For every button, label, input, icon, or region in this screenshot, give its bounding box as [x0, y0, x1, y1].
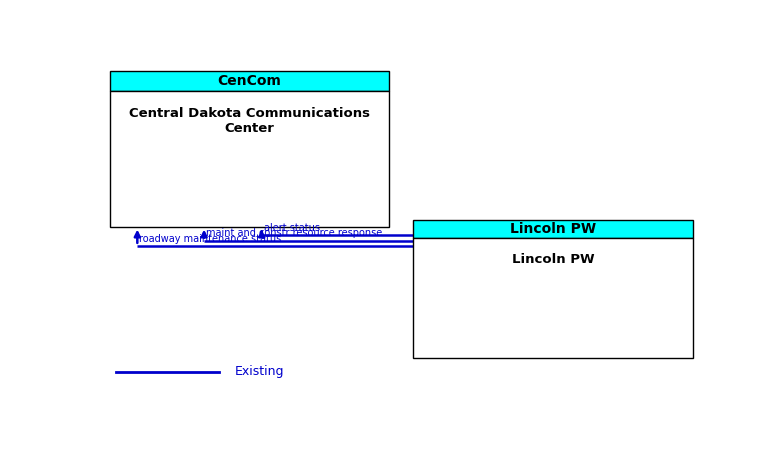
Text: alert status: alert status: [264, 223, 319, 233]
FancyBboxPatch shape: [413, 238, 693, 358]
FancyBboxPatch shape: [110, 71, 389, 92]
Text: Lincoln PW: Lincoln PW: [511, 253, 594, 266]
Text: Central Dakota Communications
Center: Central Dakota Communications Center: [129, 107, 370, 135]
Text: Lincoln PW: Lincoln PW: [510, 222, 596, 236]
FancyBboxPatch shape: [110, 92, 389, 227]
Text: CenCom: CenCom: [218, 74, 282, 88]
Text: Existing: Existing: [234, 365, 284, 379]
Text: roadway maintenance status: roadway maintenance status: [139, 233, 281, 244]
Text: maint and constr resource response: maint and constr resource response: [206, 229, 382, 238]
FancyBboxPatch shape: [413, 220, 693, 238]
